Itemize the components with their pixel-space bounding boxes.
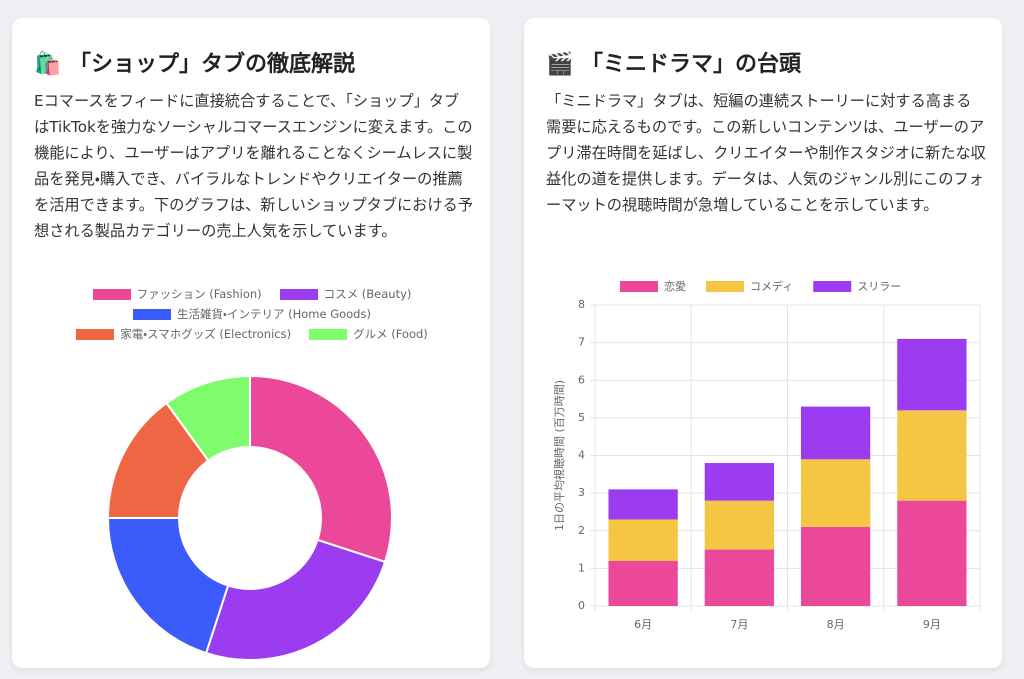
bar-segment [704, 463, 775, 501]
card-text: 「ミニドラマ」タブは、短編の連続ストーリーに対する高まる需要に応えるものです。こ… [546, 92, 986, 214]
legend-swatch [76, 328, 115, 340]
y-tick-label: 4 [578, 449, 585, 462]
legend-swatch [92, 288, 131, 300]
donut-slice [165, 374, 251, 462]
legend-item: 生活雑貨・インテリア (Home Goods) [133, 306, 371, 322]
card-title: 🎬 「ミニドラマ」の台頭 [546, 52, 802, 77]
y-tick-label: 2 [578, 524, 585, 537]
y-tick-label: 8 [578, 298, 585, 311]
bar-segment [800, 459, 871, 527]
bar-segment [897, 500, 967, 606]
legend-label: 生活雑貨・インテリア (Home Goods) [177, 307, 371, 321]
bar-segment [897, 410, 967, 501]
legend: ファッション (Fashion) コスメ (Beauty) 生活雑貨・インテリア (… [52, 286, 452, 342]
legend-label: コスメ (Beauty) [323, 287, 412, 301]
y-tick-label: 6 [578, 373, 585, 386]
y-tick-label: 3 [578, 486, 585, 499]
legend-item: コスメ (Beauty) [279, 286, 412, 302]
x-tick-label: 9月 [923, 618, 941, 631]
legend-swatch [133, 308, 172, 320]
y-tick-label: 0 [578, 599, 585, 612]
y-axis-label: 1日の平均視聴時間 (百万時間) [552, 380, 566, 531]
x-tick-label: 7月 [730, 618, 748, 631]
bar-chart: 恋愛 コメディ スリラー 0 1 2 3 4 5 6 7 8 1日の平均視聴時間 (百万時間) 6月 7月 8… [552, 279, 981, 631]
donut-slice [204, 538, 387, 661]
legend-label: 家電・スマホグッズ (Electronics) [120, 327, 292, 341]
bar-segment [608, 560, 678, 606]
bar-segment [704, 549, 775, 606]
legend-label: 恋愛 [664, 280, 686, 293]
bar-segment [897, 338, 967, 411]
x-tick-label: 6月 [634, 618, 652, 631]
legend-swatch [279, 288, 318, 300]
x-tick-label: 8月 [827, 618, 845, 631]
legend-label: コメディ [750, 279, 793, 293]
legend-swatch [620, 281, 658, 292]
y-tick-label: 1 [578, 561, 585, 574]
card: 🛍️ 「ショップ」タブの徹底解説 Eコマースをフィードに直接統合することで、「シ… [12, 18, 490, 668]
card-text: Eコマースをフィードに直接統合することで、「ショップ」タブはTikTokを強力な… [34, 92, 473, 240]
donut-chart [106, 374, 393, 661]
bar-segment [704, 500, 775, 550]
legend-label: ファッション (Fashion) [136, 287, 262, 301]
legend-item: ファッション (Fashion) [92, 286, 262, 302]
bar-segment [608, 489, 678, 520]
legend-swatch [309, 328, 348, 340]
legend-label: スリラー [857, 280, 901, 293]
legend-item: グルメ (Food) [309, 326, 428, 342]
bar-segment [800, 526, 871, 606]
y-tick-label: 5 [578, 411, 585, 424]
legend-swatch [706, 281, 744, 292]
bar-segment [608, 519, 678, 561]
donut-slice [249, 374, 393, 564]
card: 🎬 「ミニドラマ」の台頭 「ミニドラマ」タブは、短編の連続ストーリーに対する高ま… [524, 18, 1002, 668]
bar-segment [800, 406, 871, 460]
legend-swatch [813, 281, 852, 292]
donut-slice [106, 517, 230, 655]
legend-label: グルメ (Food) [353, 327, 428, 341]
card-title: 🛍️ 「ショップ」タブの徹底解説 [34, 52, 356, 77]
legend-item: 家電・スマホグッズ (Electronics) [76, 326, 291, 342]
y-tick-label: 7 [578, 336, 585, 349]
